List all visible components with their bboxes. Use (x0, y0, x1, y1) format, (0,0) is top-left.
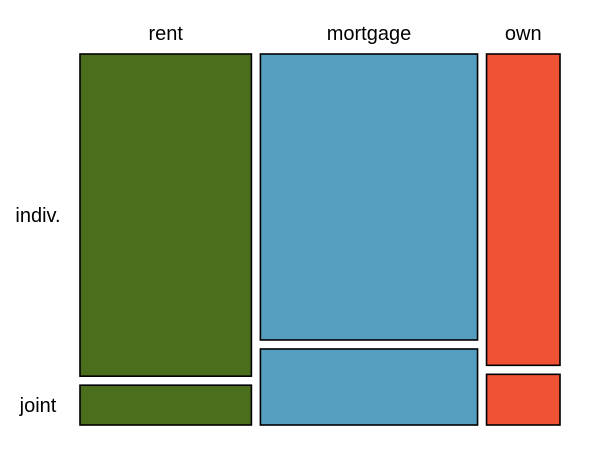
column-label-rent: rent (148, 23, 183, 45)
mosaic-tiles (79, 53, 561, 426)
tile-own-joint (485, 373, 561, 426)
row-labels: indiv. joint (15, 205, 60, 417)
row-label-joint: joint (19, 395, 57, 417)
tile-mortgage-indiv (259, 53, 479, 341)
column-labels: rent mortgage own (148, 23, 541, 45)
tile-rent-indiv (79, 53, 253, 377)
column-label-mortgage: mortgage (327, 23, 412, 45)
tile-rent-joint (79, 384, 253, 426)
tile-mortgage-joint (259, 348, 479, 426)
row-label-indiv: indiv. (15, 205, 60, 227)
tile-own-indiv (485, 53, 561, 367)
column-label-own: own (505, 23, 542, 45)
